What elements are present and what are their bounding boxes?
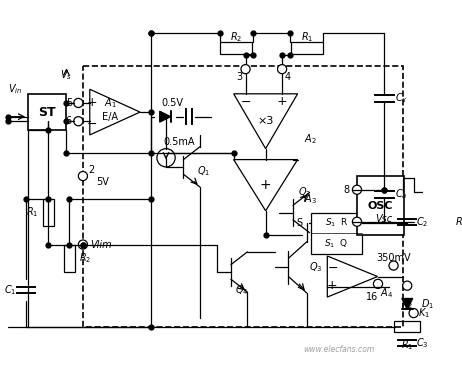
Text: $S_1$  Q: $S_1$ Q [324,237,348,250]
Text: 5: 5 [66,98,72,108]
Text: 0.5mA: 0.5mA [163,137,195,147]
Text: www.elecfans.com: www.elecfans.com [303,345,374,354]
Circle shape [353,185,362,194]
Circle shape [403,281,412,290]
Bar [64,245,75,272]
Circle shape [74,98,83,107]
Circle shape [278,65,286,74]
Text: $K_1$: $K_1$ [418,306,430,320]
Circle shape [79,240,87,249]
Text: OSC: OSC [368,201,394,211]
Bar [291,42,323,54]
Text: $A_2$: $A_2$ [304,133,317,146]
Circle shape [373,279,383,288]
Polygon shape [160,111,170,122]
Text: $K_2$: $K_2$ [401,298,413,311]
Text: $S_1$  R: $S_1$ R [325,217,348,229]
Text: 350mV: 350mV [376,253,411,263]
Text: $D_1$: $D_1$ [421,297,434,311]
Text: $V_s$: $V_s$ [61,69,73,82]
Text: $R_1$: $R_1$ [301,30,313,44]
Text: $A_1$: $A_1$ [104,96,117,110]
Text: $A_3$: $A_3$ [304,192,317,206]
Text: $R_1$: $R_1$ [401,338,413,352]
Text: 8: 8 [344,185,350,195]
Bar [424,217,449,227]
Text: $C_a$: $C_a$ [395,187,408,201]
Circle shape [79,171,87,181]
Bar [395,321,420,332]
Text: $Q_1$: $Q_1$ [197,165,210,178]
Text: $C_2$: $C_2$ [416,215,429,229]
Bar [220,42,252,54]
Text: ×3: ×3 [257,116,274,126]
Bar [28,94,67,131]
Text: +: + [260,178,272,192]
Text: 3: 3 [237,73,243,82]
Text: $R_4$: $R_4$ [455,215,462,229]
Bar [43,199,54,226]
Text: 2: 2 [88,165,95,175]
Text: $Q_3$: $Q_3$ [309,261,322,274]
Text: S: S [296,218,302,228]
Circle shape [389,261,398,270]
Text: 4: 4 [285,73,291,82]
Text: E/A: E/A [102,112,118,122]
Text: $C_3$: $C_3$ [416,336,429,350]
Text: $-$: $-$ [327,261,338,274]
Text: $-$: $-$ [240,95,251,108]
Circle shape [241,65,250,74]
Bar [83,67,403,327]
Text: 0.5V: 0.5V [161,98,183,108]
Text: Vsc: Vsc [375,214,392,224]
Text: $Q_2$: $Q_2$ [298,186,311,199]
Circle shape [409,309,418,318]
Text: Vlim: Vlim [90,240,112,249]
Text: ST: ST [38,105,56,119]
Text: $R_2$: $R_2$ [79,251,92,265]
Polygon shape [402,298,413,309]
Text: 6: 6 [66,116,72,126]
Circle shape [353,217,362,226]
Text: $Q_4$: $Q_4$ [236,283,249,297]
Text: $-$: $-$ [86,117,97,129]
Text: $V_{in}$: $V_{in}$ [8,82,22,96]
Text: $R_2$: $R_2$ [230,30,243,44]
Text: 5V: 5V [97,177,109,187]
Text: +: + [327,279,338,292]
Text: $A_4$: $A_4$ [380,286,393,300]
Text: $R_1$: $R_1$ [25,206,38,220]
Text: $C_1$: $C_1$ [4,283,16,297]
Bar [357,176,405,235]
Text: 16: 16 [366,292,379,301]
Text: +: + [277,95,287,108]
Bar [311,212,362,254]
Circle shape [74,117,83,126]
Text: $C_x$: $C_x$ [395,92,408,105]
Text: +: + [87,96,97,110]
